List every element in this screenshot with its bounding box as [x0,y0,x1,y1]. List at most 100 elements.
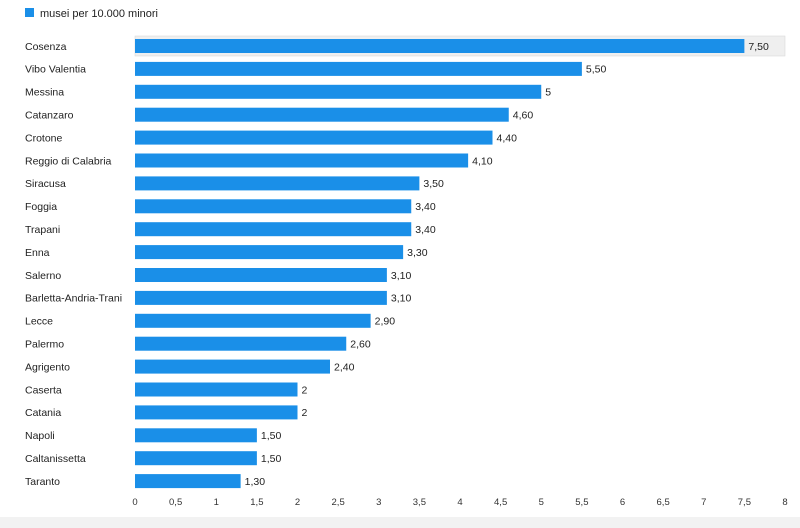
value-label: 4,10 [472,155,493,167]
bar[interactable] [135,176,420,191]
bar[interactable] [135,39,745,53]
value-label: 2,90 [375,316,396,328]
bar-row[interactable]: Taranto 1,30 [25,474,266,489]
x-axis-ticks: 0 0,5 1 1,5 2 2,5 3 3,5 4 4,5 5 5,5 6 6,5 7 7,5 8 [132,497,787,508]
category-label: Reggio di Calabria [25,155,112,167]
category-label: Palermo [25,339,64,351]
x-tick-label: 3 [376,497,381,508]
bar[interactable] [135,451,257,466]
value-label: 5,50 [586,64,607,76]
bar-row[interactable]: Salerno 3,10 [25,268,411,282]
bar[interactable] [135,61,582,76]
bar-row[interactable]: Reggio di Calabria 4,10 [25,153,493,168]
category-label: Messina [25,87,64,99]
bar-row[interactable]: Enna 3,30 [25,245,428,260]
bar-row[interactable]: Cosenza 7,50 [25,35,786,57]
bar-row[interactable]: Catania 2 [25,405,308,420]
x-tick-label: 2 [295,497,300,508]
bar[interactable] [135,382,298,397]
category-label: Trapani [25,224,60,236]
bar-rows: Cosenza 7,50 Vibo Valentia 5,50 Messina 5 Cata… [25,35,786,489]
x-tick-label: 6,5 [657,497,670,508]
bar[interactable] [135,405,298,420]
value-label: 2,40 [334,361,355,373]
category-label: Catanzaro [25,110,74,122]
value-label: 2,60 [350,339,371,351]
category-label: Barletta-Andria-Trani [25,293,122,305]
x-tick-label: 8 [782,497,787,508]
value-label: 3,50 [423,178,444,190]
bar[interactable] [135,313,371,328]
bar-row[interactable]: Crotone 4,40 [25,130,518,145]
category-label: Vibo Valentia [25,64,86,76]
bar[interactable] [135,199,412,214]
bar[interactable] [135,107,509,122]
x-tick-label: 5,5 [575,497,588,508]
x-tick-label: 3,5 [413,497,426,508]
bar[interactable] [135,359,330,374]
category-label: Napoli [25,430,55,442]
x-tick-label: 1,5 [250,497,263,508]
bar[interactable] [135,290,387,305]
bar[interactable] [135,130,493,145]
category-label: Siracusa [25,178,66,190]
category-label: Crotone [25,132,63,144]
bar[interactable] [135,222,412,237]
value-label: 3,10 [391,293,412,305]
value-label: 3,10 [391,270,412,282]
category-label: Enna [25,247,50,259]
legend-swatch [25,8,34,17]
value-label: 2 [302,407,308,419]
value-label: 7,50 [748,41,769,53]
x-tick-label: 2,5 [332,497,345,508]
bar-row[interactable]: Catanzaro 4,60 [25,107,534,122]
bar[interactable] [135,268,387,282]
category-label: Caserta [25,384,62,396]
value-label: 3,40 [415,201,436,213]
bottom-strip [0,517,800,528]
category-label: Catania [25,407,61,419]
x-tick-label: 4,5 [494,497,507,508]
x-tick-label: 1 [214,497,219,508]
bar-row[interactable]: Siracusa 3,50 [25,176,444,191]
bar[interactable] [135,245,404,260]
bar-row[interactable]: Caserta 2 [25,382,308,397]
category-label: Salerno [25,270,61,282]
bar-row[interactable]: Barletta-Andria-Trani 3,10 [25,290,412,305]
x-tick-label: 7,5 [738,497,751,508]
legend-label: musei per 10.000 minori [40,8,158,20]
bar[interactable] [135,474,241,489]
value-label: 4,40 [497,132,518,144]
bar-row[interactable]: Messina 5 [25,84,551,99]
category-label: Caltanissetta [25,453,86,465]
bar[interactable] [135,84,542,99]
x-tick-label: 7 [701,497,706,508]
value-label: 1,30 [245,476,266,488]
bar-row[interactable]: Agrigento 2,40 [25,359,355,374]
value-label: 2 [302,384,308,396]
value-label: 5 [545,87,551,99]
x-tick-label: 5 [539,497,544,508]
category-label: Foggia [25,201,57,213]
x-tick-label: 4 [457,497,462,508]
bar-row[interactable]: Vibo Valentia 5,50 [25,61,607,76]
category-label: Taranto [25,476,60,488]
bar[interactable] [135,153,469,168]
value-label: 3,40 [415,224,436,236]
value-label: 4,60 [513,110,534,122]
bar-row[interactable]: Napoli 1,50 [25,428,281,443]
category-label: Cosenza [25,41,67,53]
value-label: 3,30 [407,247,428,259]
bar-row[interactable]: Palermo 2,60 [25,336,371,351]
bar-row[interactable]: Caltanissetta 1,50 [25,451,282,466]
category-label: Lecce [25,316,53,328]
bar-row[interactable]: Lecce 2,90 [25,313,396,328]
bar[interactable] [135,336,347,351]
value-label: 1,50 [261,453,282,465]
bar-row[interactable]: Trapani 3,40 [25,222,436,237]
x-tick-label: 0,5 [169,497,182,508]
bar[interactable] [135,428,257,443]
legend[interactable]: musei per 10.000 minori [25,8,158,20]
bar-row[interactable]: Foggia 3,40 [25,199,436,214]
